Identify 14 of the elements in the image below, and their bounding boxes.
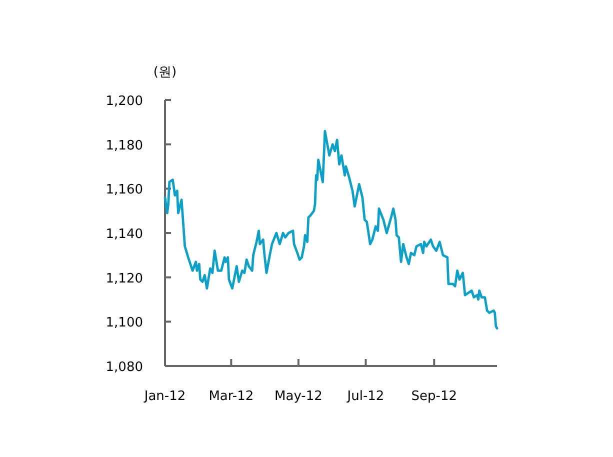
- y-tick-label: 1,100: [106, 316, 143, 331]
- y-tick-label: 1,120: [106, 271, 143, 286]
- y-tick-label: 1,200: [106, 94, 143, 109]
- y-tick-label: 1,180: [106, 138, 143, 154]
- line-series: [164, 130, 498, 330]
- x-tick-label: Mar-12: [208, 389, 254, 404]
- x-tick-label: Jan-12: [143, 389, 186, 404]
- y-tick-label: 1,140: [106, 227, 143, 242]
- y-tick-label: 1,160: [106, 182, 143, 198]
- x-tick-label: May-12: [274, 389, 322, 404]
- x-tick-label: Jul-12: [346, 389, 384, 404]
- y-axis-title: (원): [153, 65, 177, 80]
- x-tick-label: Sep-12: [411, 389, 458, 404]
- y-tick-label: 1,080: [106, 360, 143, 375]
